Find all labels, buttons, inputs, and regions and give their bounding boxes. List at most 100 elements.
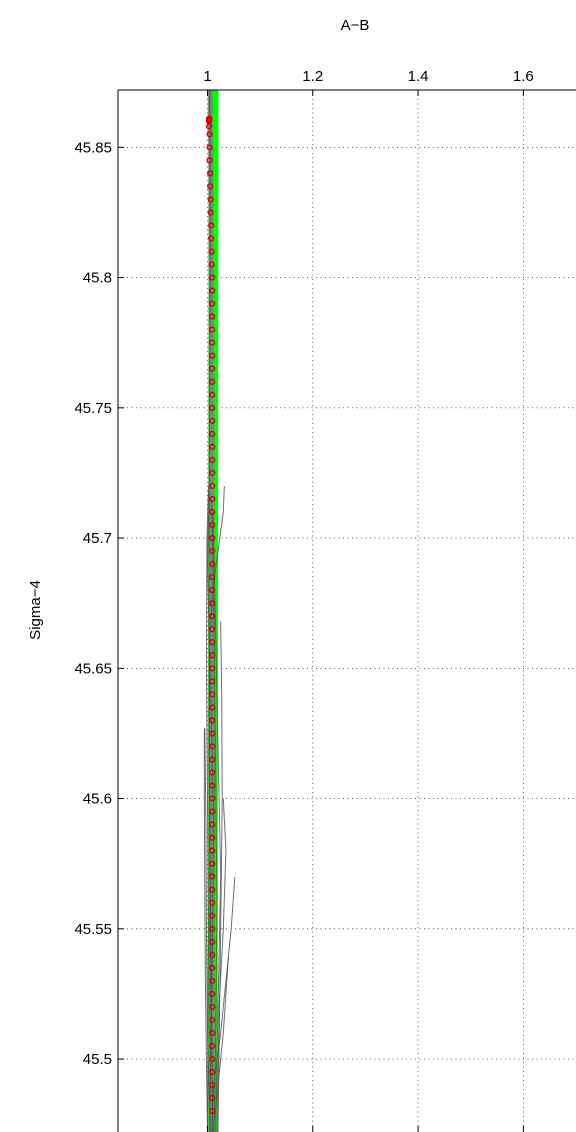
profile-line-6 <box>217 621 223 1132</box>
data-marker <box>209 417 216 424</box>
profile-line-1 <box>211 876 236 1132</box>
data-marker <box>209 339 216 346</box>
data-marker <box>209 821 216 828</box>
data-marker <box>209 495 216 503</box>
x-axis-label: A−B <box>341 17 370 34</box>
data-marker <box>209 1108 216 1115</box>
data-marker <box>209 1068 216 1076</box>
y-tick-label: 45.5 <box>83 1051 112 1068</box>
x-tick-label: 1.4 <box>408 68 429 85</box>
y-tick-label: 45.55 <box>74 921 112 938</box>
y-tick-label: 45.6 <box>83 791 112 808</box>
data-marker <box>209 547 216 555</box>
data-marker <box>209 274 216 281</box>
data-marker <box>209 482 216 490</box>
data-marker <box>209 404 216 411</box>
data-marker <box>209 1082 216 1089</box>
data-marker <box>209 678 216 685</box>
data-marker <box>209 860 216 867</box>
data-marker <box>209 756 216 763</box>
data-marker <box>209 834 216 841</box>
axes: 1 1.2 1.4 1.6 45.5 45.55 45.6 45.65 45.7 45.75 45.… <box>74 68 576 1132</box>
data-marker <box>209 730 216 737</box>
y-axis-label: Sigma−4 <box>27 580 44 640</box>
data-marker <box>209 1003 216 1011</box>
y-tick-label: 45.85 <box>74 139 112 156</box>
data-marker <box>209 561 216 568</box>
data-marker <box>209 743 216 750</box>
data-marker <box>208 222 215 229</box>
data-marker <box>209 782 216 789</box>
median-line <box>207 90 216 1132</box>
data-marker <box>206 131 213 138</box>
data-marker <box>209 873 216 880</box>
data-marker <box>209 326 216 333</box>
data-marker <box>209 938 216 945</box>
x-tick-label: 1.6 <box>513 68 534 85</box>
data-marker <box>209 365 216 372</box>
data-marker <box>209 430 216 437</box>
data-marker <box>209 717 216 724</box>
data-marker <box>207 209 214 216</box>
data-marker <box>207 196 214 203</box>
data-marker <box>209 1095 216 1102</box>
data-marker <box>209 691 216 698</box>
profile-line-5 <box>216 798 227 1132</box>
data-marker <box>209 378 216 385</box>
data-marker <box>208 235 215 242</box>
data-marker <box>209 613 216 620</box>
data-marker <box>207 170 214 177</box>
data-marker <box>209 587 216 594</box>
data-marker <box>209 652 216 659</box>
data-marker <box>209 847 216 854</box>
data-marker <box>209 521 216 529</box>
data-marker <box>209 287 216 294</box>
data-marker <box>209 1042 216 1050</box>
data-marker <box>209 600 216 607</box>
data-marker <box>209 769 216 776</box>
profile-line-8 <box>208 485 225 1132</box>
data-marker <box>209 352 216 359</box>
data-marker <box>209 313 216 320</box>
data-marker <box>209 1029 216 1037</box>
data-marker <box>209 665 216 672</box>
data-marker <box>206 144 213 151</box>
y-tick-label: 45.75 <box>74 400 112 417</box>
data-marker <box>209 574 216 581</box>
y-tick-label: 45.65 <box>74 660 112 677</box>
data-marker <box>209 300 216 307</box>
data-marker <box>209 456 216 464</box>
data-marker <box>209 391 216 398</box>
profile-line-4 <box>204 728 211 1132</box>
profile-line-9 <box>205 485 210 1132</box>
profile-line-7 <box>212 511 222 1132</box>
y-tick-label: 45.8 <box>83 270 112 287</box>
data-marker <box>209 951 216 958</box>
data-marker <box>209 977 216 985</box>
data-marker <box>209 1016 216 1024</box>
x-tick-label: 1 <box>203 68 211 85</box>
data-marker <box>209 964 216 971</box>
data-marker <box>209 704 216 711</box>
data-marker <box>209 443 216 450</box>
plot-area <box>203 90 236 1132</box>
data-marker <box>209 508 216 516</box>
grid-lines <box>118 90 576 1132</box>
data-marker <box>207 183 214 190</box>
data-marker <box>208 261 215 268</box>
x-tick-label: 1.2 <box>302 68 323 85</box>
data-marker <box>209 886 216 893</box>
data-marker <box>209 808 216 815</box>
data-marker <box>209 990 216 998</box>
data-marker <box>209 469 216 477</box>
data-marker <box>209 899 216 906</box>
profile-line-3 <box>203 728 208 1132</box>
data-marker <box>209 534 216 542</box>
data-marker <box>209 1055 216 1063</box>
data-marker <box>206 157 213 164</box>
data-marker <box>209 639 216 646</box>
data-marker <box>209 925 216 932</box>
data-marker <box>209 626 216 633</box>
y-tick-label: 45.7 <box>83 530 112 547</box>
